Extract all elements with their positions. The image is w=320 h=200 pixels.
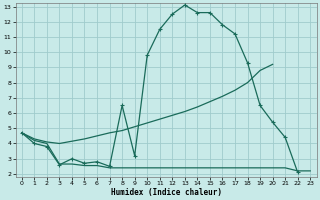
X-axis label: Humidex (Indice chaleur): Humidex (Indice chaleur) (110, 188, 221, 197)
